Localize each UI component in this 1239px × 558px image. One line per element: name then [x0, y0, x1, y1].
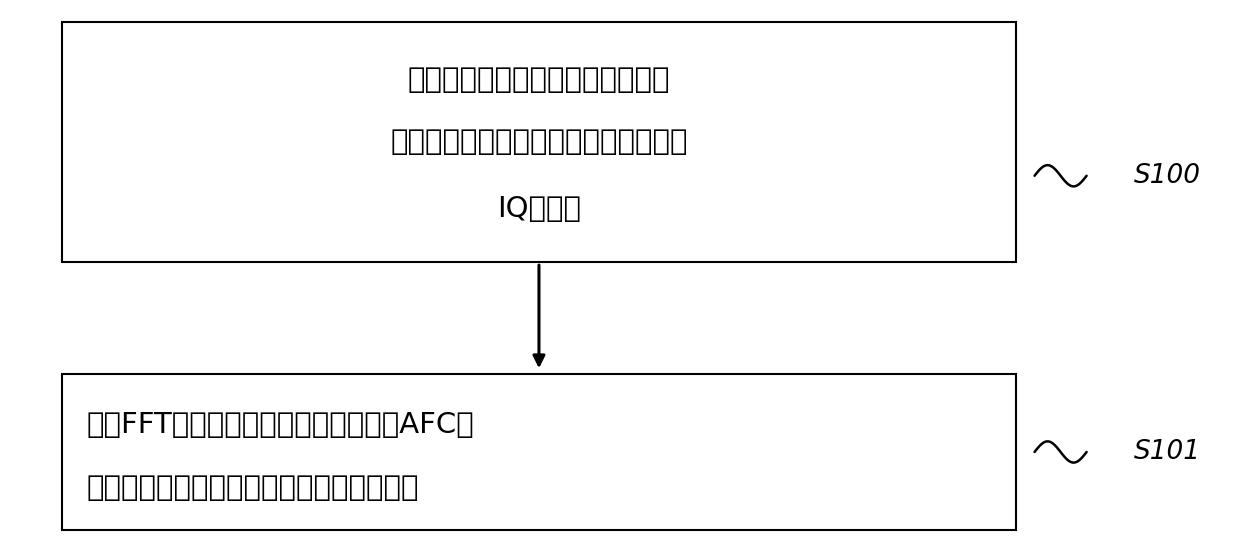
Text: IQ数据值: IQ数据值 [497, 195, 581, 223]
Bar [62, 22, 1016, 262]
Text: S101: S101 [1134, 439, 1201, 465]
Text: S100: S100 [1134, 163, 1201, 189]
Text: 算公式，得到频率步进及初始值，完成校准: 算公式，得到频率步进及初始值，完成校准 [87, 474, 419, 502]
Text: 在信号源固定的输入信号功率下，: 在信号源固定的输入信号功率下， [408, 66, 670, 94]
Bar [62, 374, 1016, 530]
Text: 利用FFT计算出其中的频率信息，代入AFC计: 利用FFT计算出其中的频率信息，代入AFC计 [87, 411, 475, 439]
Text: 不断改变频率控制字值，得到相对应的: 不断改变频率控制字值，得到相对应的 [390, 128, 688, 156]
